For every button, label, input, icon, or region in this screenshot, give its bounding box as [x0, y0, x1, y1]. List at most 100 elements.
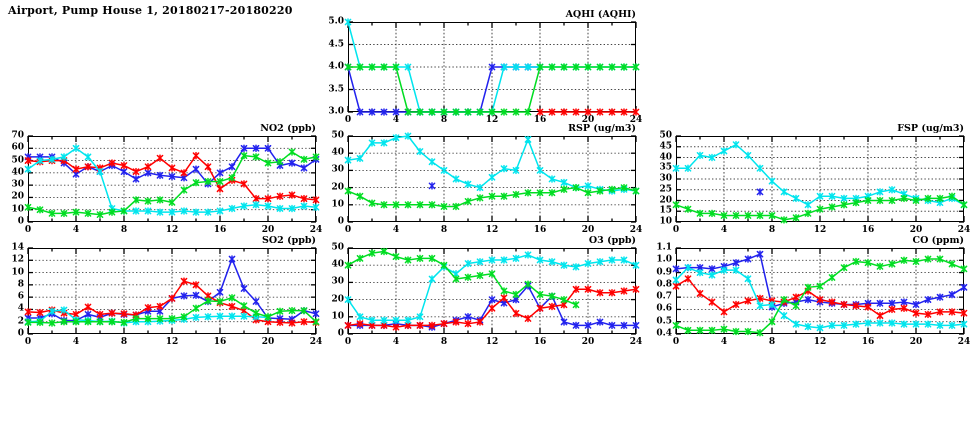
- y-tick-label: 10: [331, 311, 344, 322]
- x-tick-label: 12: [165, 225, 179, 235]
- y-tick-label: 45: [659, 141, 672, 152]
- chart-panel-rsp: RSP (ug/m3) 0 10 20 30 40 50 0 4 8 12 16 20 24: [331, 123, 642, 235]
- x-tick-label: 16: [861, 337, 875, 347]
- x-tick-label: 20: [581, 225, 595, 235]
- x-tick-label: 24: [309, 337, 323, 347]
- y-tick-label: 50: [11, 155, 24, 166]
- y-tick-label: 10: [331, 199, 344, 210]
- y-tick-label: 10: [659, 216, 672, 227]
- y-tick-label: 50: [659, 130, 672, 141]
- x-tick-label: 8: [440, 115, 448, 125]
- x-tick-label: 12: [485, 225, 499, 235]
- x-tick-label: 12: [485, 115, 499, 125]
- y-tick-label: 0.7: [656, 291, 672, 302]
- y-tick-label: 40: [331, 147, 344, 158]
- x-tick-label: 16: [213, 225, 227, 235]
- y-tick-label: 60: [11, 142, 24, 153]
- y-tick-label: 4: [17, 303, 24, 314]
- x-tick-label: 24: [309, 225, 323, 235]
- y-tick-label: 70: [11, 130, 24, 141]
- x-tick-label: 12: [813, 337, 827, 347]
- x-tick-label: 16: [213, 337, 227, 347]
- x-tick-label: 24: [629, 115, 643, 125]
- chart-panel-no2: NO2 (ppb) 0 10 20 30 40 50 60 70 0 4 8 12 16 20 24: [11, 123, 322, 235]
- chart-title-rsp: RSP (ug/m3): [568, 123, 636, 134]
- y-tick-label: 2: [17, 316, 24, 327]
- chart-title-co: CO (ppm): [912, 235, 964, 246]
- x-tick-label: 8: [440, 337, 448, 347]
- x-tick-label: 4: [720, 225, 728, 235]
- y-tick-label: 3.0: [328, 106, 344, 117]
- plot-canvas-o3: [344, 247, 640, 335]
- y-tick-label: 0.8: [656, 279, 672, 290]
- y-tick-label: 0.5: [656, 316, 672, 327]
- y-tick-label: 14: [11, 242, 24, 253]
- x-tick-label: 20: [909, 225, 923, 235]
- x-tick-label: 0: [672, 337, 680, 347]
- plot-canvas-fsp: [672, 135, 968, 224]
- y-tick-label: 0: [337, 328, 344, 339]
- x-tick-label: 20: [261, 225, 275, 235]
- x-tick-label: 20: [581, 115, 595, 125]
- plot-canvas-rsp: [344, 132, 640, 223]
- chart-title-so2: SO2 (ppb): [262, 235, 316, 246]
- y-tick-label: 20: [659, 195, 672, 205]
- x-tick-label: 8: [120, 337, 128, 347]
- y-tick-label: 12: [11, 254, 24, 265]
- chart-panel-so2: SO2 (ppb) 0 2 4 6 8 10 12 14 0 4 8 12 16 20 24: [11, 235, 322, 347]
- y-tick-label: 8: [17, 279, 24, 290]
- y-tick-label: 25: [659, 184, 672, 195]
- y-tick-label: 0: [17, 216, 24, 227]
- x-tick-label: 0: [344, 225, 352, 235]
- chart-title-o3: O3 (ppb): [588, 235, 636, 246]
- y-tick-label: 0: [17, 328, 24, 339]
- x-tick-label: 4: [392, 225, 400, 235]
- y-tick-label: 0.6: [656, 303, 672, 314]
- y-tick-label: 3.5: [328, 84, 344, 94]
- plot-canvas-aqhi: [344, 18, 640, 116]
- chart-panel-o3: O3 (ppb) 0 10 20 30 40 50 0 4 8 12 16 20 24: [331, 235, 642, 347]
- y-tick-label: 0.9: [656, 267, 672, 278]
- chart-panel-aqhi: AQHI (AQHI) 3.0 3.5 4.0 4.5 5.0 0 4 8 12 16 20 24: [328, 9, 642, 125]
- x-tick-label: 24: [629, 337, 643, 347]
- y-tick-label: 40: [11, 167, 24, 178]
- x-tick-label: 4: [392, 115, 400, 125]
- y-tick-label: 6: [17, 291, 24, 302]
- x-tick-label: 0: [344, 337, 352, 347]
- x-tick-label: 16: [533, 115, 547, 125]
- y-tick-label: 0.4: [656, 328, 672, 339]
- y-tick-label: 30: [331, 276, 344, 287]
- chart-panel-co: CO (ppm) 0.4 0.5 0.6 0.7 0.8 0.9 1.0 1.1 0 4 8 12 16…: [656, 235, 970, 347]
- x-tick-label: 0: [672, 225, 680, 235]
- x-tick-label: 4: [72, 337, 80, 347]
- y-tick-label: 1.1: [656, 242, 672, 253]
- x-tick-label: 12: [485, 337, 499, 347]
- plot-canvas-no2: [24, 135, 320, 223]
- x-tick-label: 0: [344, 115, 352, 125]
- x-tick-label: 4: [720, 337, 728, 347]
- y-tick-label: 30: [659, 173, 672, 184]
- x-tick-label: 0: [24, 337, 32, 347]
- chart-title-fsp: FSP (ug/m3): [897, 123, 964, 134]
- x-tick-label: 12: [813, 225, 827, 235]
- y-tick-label: 30: [331, 164, 344, 175]
- x-tick-label: 8: [768, 225, 776, 235]
- y-tick-label: 35: [659, 162, 672, 173]
- plot-canvas-co: [672, 247, 968, 337]
- y-tick-label: 40: [331, 259, 344, 270]
- x-tick-label: 8: [440, 225, 448, 235]
- x-tick-label: 16: [861, 225, 875, 235]
- chart-title-no2: NO2 (ppb): [260, 123, 316, 134]
- x-tick-label: 24: [957, 225, 971, 235]
- y-tick-label: 15: [659, 205, 672, 216]
- y-tick-label: 20: [11, 191, 24, 202]
- x-tick-label: 0: [24, 225, 32, 235]
- y-tick-label: 4.0: [328, 61, 344, 72]
- y-tick-label: 30: [11, 179, 24, 190]
- chart-title-aqhi: AQHI (AQHI): [565, 9, 636, 20]
- y-tick-label: 10: [11, 267, 24, 278]
- x-tick-label: 16: [533, 337, 547, 347]
- y-tick-label: 4.5: [328, 39, 344, 49]
- y-tick-label: 10: [11, 204, 24, 215]
- x-tick-label: 16: [533, 225, 547, 235]
